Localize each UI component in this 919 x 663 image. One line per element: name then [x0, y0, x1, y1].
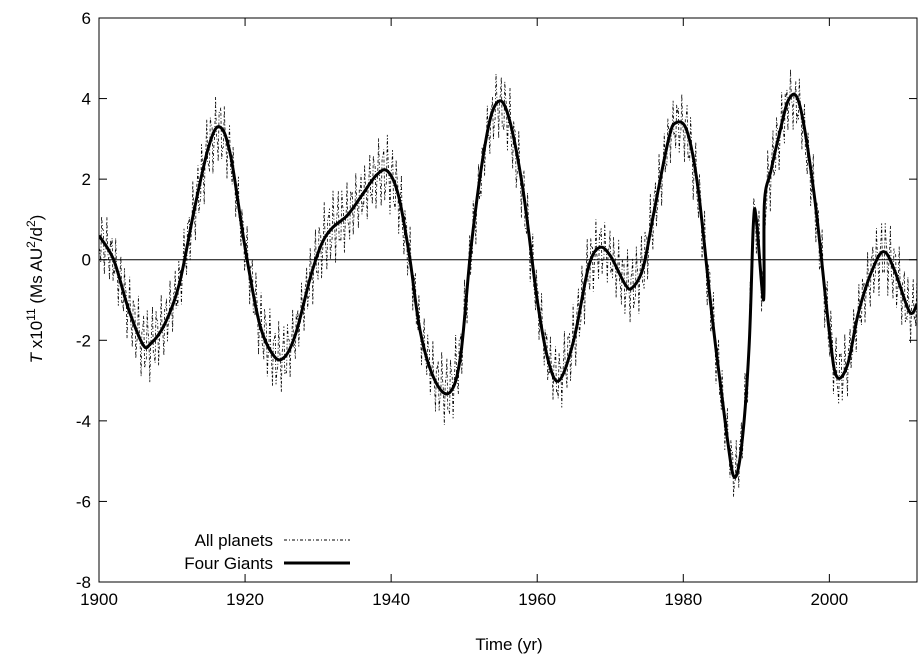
y-axis-unit-mid: /d: [27, 227, 46, 241]
plot-frame: [98, 17, 918, 583]
y-tick-label: -4: [76, 412, 91, 431]
series-all-planets: [99, 69, 917, 497]
y-axis-unit-open: (Ms AU: [27, 248, 46, 308]
x-tick-label: 1980: [664, 590, 702, 609]
y-axis-exp: 11: [24, 308, 38, 321]
y-axis-mult: x10: [27, 321, 46, 353]
x-tick-label: 2000: [810, 590, 848, 609]
plot-area: [99, 69, 917, 497]
y-axis-var: T: [27, 351, 46, 363]
series-group: [99, 69, 917, 497]
y-tick-label: 2: [82, 170, 91, 189]
legend-label-all-planets: All planets: [195, 531, 273, 550]
legend: All planets Four Giants: [184, 531, 350, 573]
axes: -8 -6 -4 -2 0 2 4 6 1900 1920 1940 1960 1980 2000: [76, 9, 918, 609]
y-tick-label: 6: [82, 9, 91, 28]
y-axis-unit-exp1: 2: [24, 241, 38, 248]
x-tick-label: 1960: [518, 590, 556, 609]
x-tick-label: 1920: [226, 590, 264, 609]
x-tick-label: 1900: [80, 590, 118, 609]
y-tick-label: 0: [82, 251, 91, 270]
y-tick-label: -6: [76, 492, 91, 511]
y-axis-unit-exp2: 2: [24, 220, 38, 227]
legend-label-four-giants: Four Giants: [184, 554, 273, 573]
y-axis-title: T x1011 (Ms AU2/d2): [24, 215, 46, 364]
y-tick-label: -2: [76, 331, 91, 350]
y-tick-label: -8: [76, 573, 91, 592]
y-tick-label: 4: [82, 90, 91, 109]
series-four-giants: [99, 92, 917, 479]
x-tick-label: 1940: [372, 590, 410, 609]
x-axis-title: Time (yr): [475, 635, 542, 654]
y-axis-unit-close: ): [27, 215, 46, 221]
